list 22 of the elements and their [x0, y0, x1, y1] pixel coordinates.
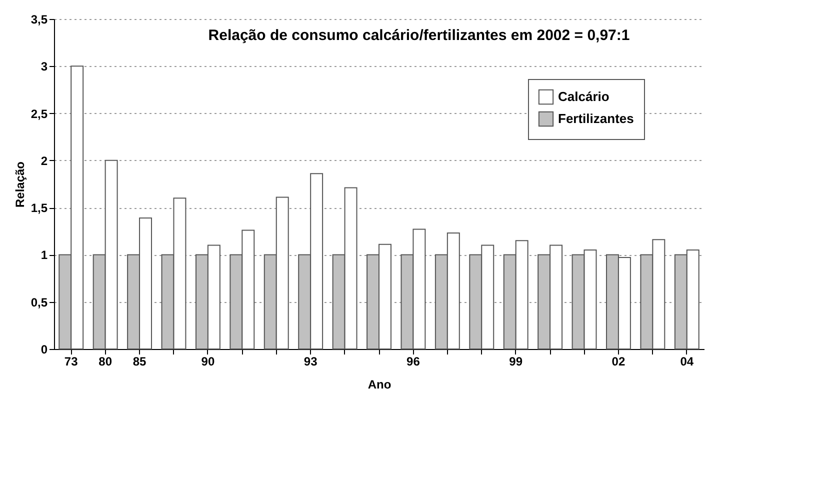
y-tick-label: 3 [40, 60, 48, 74]
x-tick-label: 04 [680, 354, 694, 368]
x-tick-label: 96 [406, 354, 420, 368]
y-axis-title: Relação [12, 161, 27, 208]
y-tick-label: 0,5 [30, 295, 48, 310]
x-tick-label: 73 [64, 354, 78, 368]
x-tick-label: 80 [98, 354, 112, 368]
x-tick-label: 99 [509, 354, 523, 368]
x-tick-label: 85 [132, 354, 147, 368]
legend-label: Fertilizantes [558, 111, 634, 126]
x-tick-label: 02 [612, 354, 626, 368]
x-tick-label: 90 [201, 354, 215, 368]
y-tick-label: 1,5 [30, 201, 48, 216]
y-tick-label: 3,5 [30, 12, 48, 26]
x-tick-label: 93 [304, 354, 318, 368]
x-axis-title: Ano [368, 378, 392, 392]
legend-label: Calcário [558, 89, 610, 104]
text: Relação de consumo calcário/fertilizantes em 2002 = 0,97:1 [208, 27, 630, 44]
y-tick-label: 0 [40, 342, 48, 356]
y-tick-label: 2 [40, 154, 48, 168]
y-tick-label: 1 [40, 248, 48, 262]
y-tick-label: 2,5 [30, 106, 48, 121]
